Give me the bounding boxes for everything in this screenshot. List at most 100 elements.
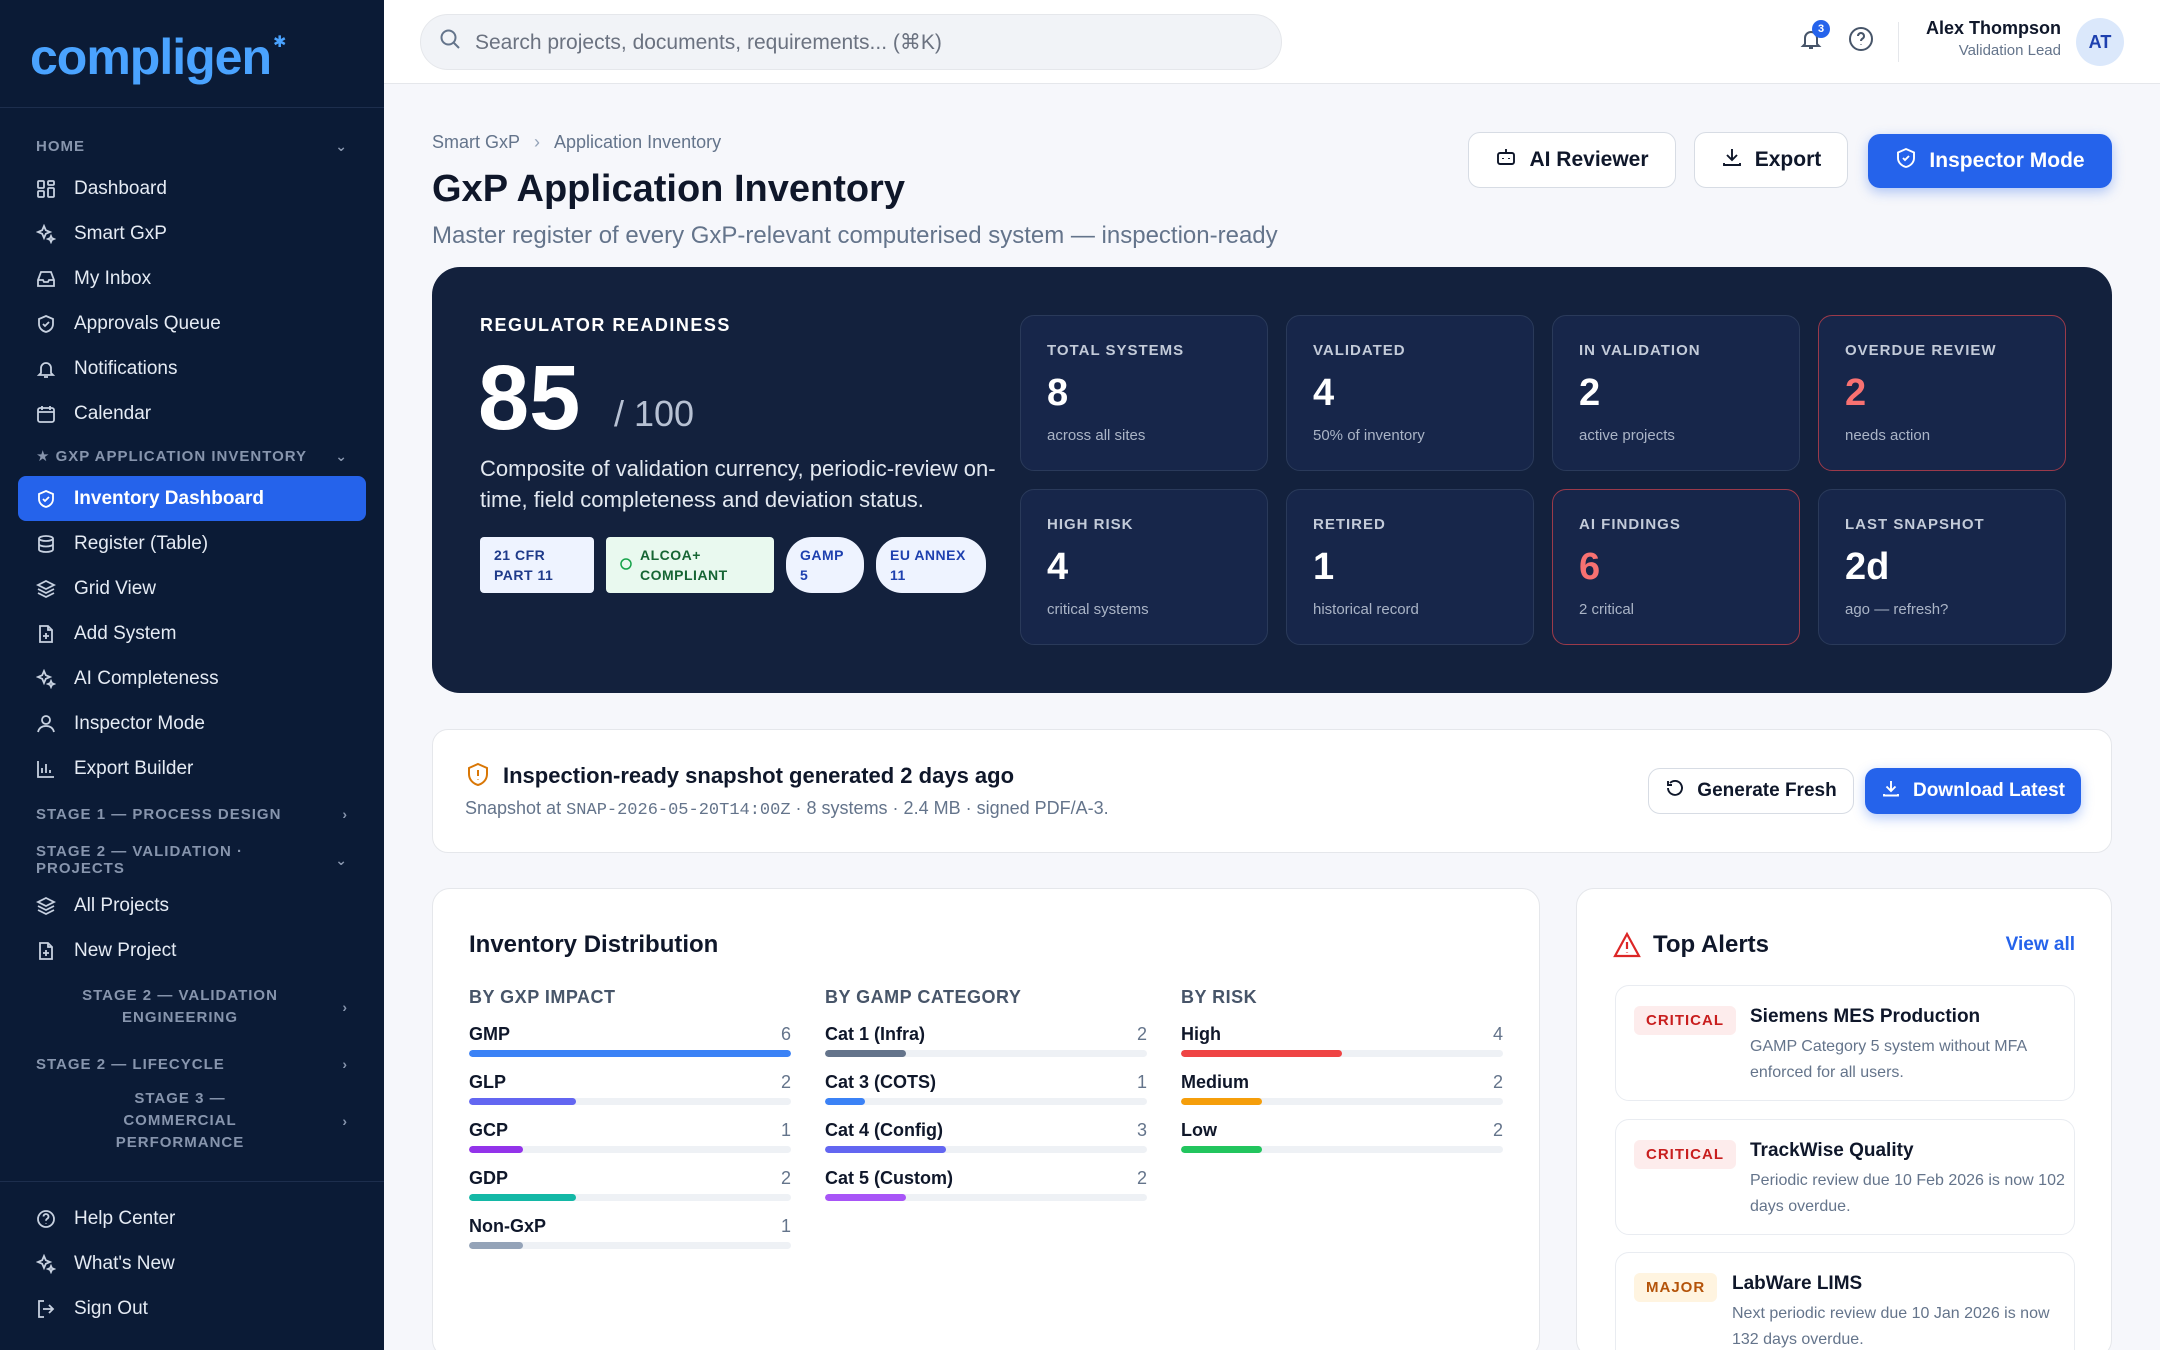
notifications-button[interactable]: 3 xyxy=(1796,20,1830,56)
row-label: GMP xyxy=(469,1024,511,1044)
sidebar-item-notifications[interactable]: Notifications xyxy=(0,346,384,391)
stat-last-snapshot[interactable]: LAST SNAPSHOT 2d ago — refresh? xyxy=(1818,489,2066,645)
breadcrumb-item[interactable]: Smart GxP xyxy=(432,132,521,152)
progress-track xyxy=(469,1050,791,1057)
stat-total-systems[interactable]: TOTAL SYSTEMS 8 across all sites xyxy=(1020,315,1268,471)
sidebar-item-whats-new[interactable]: What's New xyxy=(0,1241,384,1286)
chevron-right-icon: › xyxy=(342,1056,348,1072)
file-plus-icon xyxy=(36,624,56,644)
distribution-row[interactable]: Cat 5 (Custom) 2 xyxy=(825,1168,1147,1216)
sidebar-item-inspector-mode[interactable]: Inspector Mode xyxy=(0,701,384,746)
nav-section-stage-3[interactable]: STAGE 3 — COMMERCIAL PERFORMANCE › xyxy=(115,1090,348,1151)
sidebar-item-export-builder[interactable]: Export Builder xyxy=(0,746,384,791)
nav-section-stage-2-projects[interactable]: STAGE 2 — VALIDATION · PROJECTS ⌄ xyxy=(36,843,348,877)
nav-section-inventory[interactable]: ★ GXP APPLICATION INVENTORY ⌄ xyxy=(36,447,348,466)
sparkle-icon xyxy=(36,1253,56,1274)
sidebar-item-dashboard[interactable]: Dashboard xyxy=(0,166,384,211)
distribution-row[interactable]: GDP 2 xyxy=(469,1168,791,1216)
row-label: GDP xyxy=(469,1168,509,1188)
alert-description: GAMP Category 5 system without MFA enfor… xyxy=(1750,1038,2027,1081)
severity-badge: CRITICAL xyxy=(1634,1140,1736,1169)
help-circle-icon xyxy=(36,1209,56,1229)
row-count: 4 xyxy=(1492,1024,1503,1044)
readiness-max: / 100 xyxy=(614,393,695,434)
stat-in-validation[interactable]: IN VALIDATION 2 active projects xyxy=(1552,315,1800,471)
progress-fill xyxy=(825,1194,906,1201)
stat-overdue-review[interactable]: OVERDUE REVIEW 2 needs action xyxy=(1818,315,2066,471)
progress-fill xyxy=(825,1050,906,1057)
distribution-row[interactable]: GMP 6 xyxy=(469,1024,791,1072)
top-alerts-card: Top Alerts View all CRITICAL Siemens MES… xyxy=(1576,888,2112,1350)
export-button[interactable]: Export xyxy=(1694,132,1848,188)
stat-retired[interactable]: RETIRED 1 historical record xyxy=(1286,489,1534,645)
distribution-row[interactable]: GLP 2 xyxy=(469,1072,791,1120)
progress-track xyxy=(825,1050,1147,1057)
sidebar-item-ai-completeness[interactable]: AI Completeness xyxy=(0,656,384,701)
nav-section-stage-2-engineering[interactable]: STAGE 2 — VALIDATION ENGINEERING › xyxy=(82,987,348,1026)
progress-fill xyxy=(1181,1098,1262,1105)
sidebar-item-approvals-queue[interactable]: Approvals Queue xyxy=(0,301,384,346)
progress-track xyxy=(825,1146,1147,1153)
user-name[interactable]: Alex Thompson xyxy=(1925,18,2061,38)
distribution-row[interactable]: Non-GxP 1 xyxy=(469,1216,791,1264)
stat-high-risk[interactable]: HIGH RISK 4 critical systems xyxy=(1020,489,1268,645)
sidebar-item-help-center[interactable]: Help Center xyxy=(0,1196,384,1241)
sidebar-item-inventory-dashboard[interactable]: Inventory Dashboard xyxy=(18,476,366,521)
shield-check-icon xyxy=(36,489,56,509)
sidebar-item-new-project[interactable]: New Project xyxy=(0,928,384,973)
sidebar-item-grid-view[interactable]: Grid View xyxy=(0,566,384,611)
app-logo[interactable]: compligen ✱ xyxy=(0,0,384,108)
help-button[interactable] xyxy=(1846,26,1876,56)
download-latest-button[interactable]: Download Latest xyxy=(1865,768,2081,814)
readiness-description: Composite of validation currency, period… xyxy=(480,456,996,512)
row-label: Cat 5 (Custom) xyxy=(825,1168,954,1188)
inspector-mode-button[interactable]: Inspector Mode xyxy=(1868,134,2112,188)
progress-track xyxy=(1181,1098,1503,1105)
sidebar-item-sign-out[interactable]: Sign Out xyxy=(0,1286,384,1331)
ai-reviewer-button[interactable]: AI Reviewer xyxy=(1468,132,1676,188)
nav-section-home[interactable]: HOME ⌄ xyxy=(36,137,348,155)
sidebar-item-all-projects[interactable]: All Projects xyxy=(0,883,384,928)
download-icon xyxy=(1881,778,1901,804)
progress-track xyxy=(469,1146,791,1153)
sidebar-item-add-system[interactable]: Add System xyxy=(0,611,384,656)
chevron-right-icon: › xyxy=(534,132,541,152)
distribution-row[interactable]: Cat 1 (Infra) 2 xyxy=(825,1024,1147,1072)
distribution-column: BY RISK High 4 Medium 2 Low 2 xyxy=(1181,987,1503,1168)
sidebar-item-my-inbox[interactable]: My Inbox xyxy=(0,256,384,301)
alert-item[interactable]: MAJOR LabWare LIMS Next periodic review … xyxy=(1615,1252,2075,1350)
distribution-row[interactable]: Cat 4 (Config) 3 xyxy=(825,1120,1147,1168)
distribution-row[interactable]: GCP 1 xyxy=(469,1120,791,1168)
distribution-row[interactable]: Medium 2 xyxy=(1181,1072,1503,1120)
distribution-row[interactable]: High 4 xyxy=(1181,1024,1503,1072)
sidebar-item-calendar[interactable]: Calendar xyxy=(0,391,384,436)
stat-validated[interactable]: VALIDATED 4 50% of inventory xyxy=(1286,315,1534,471)
sidebar-item-label: Export Builder xyxy=(74,757,194,779)
sidebar-item-label: My Inbox xyxy=(74,267,152,289)
avatar[interactable]: AT xyxy=(2076,18,2124,66)
sidebar-item-register-table[interactable]: Register (Table) xyxy=(0,521,384,566)
chevron-right-icon: › xyxy=(342,1113,348,1129)
search-input[interactable]: Search projects, documents, requirements… xyxy=(420,14,1282,70)
sidebar-item-label: Calendar xyxy=(74,402,152,424)
sidebar-item-smart-gxp[interactable]: Smart GxP xyxy=(0,211,384,256)
view-all-link[interactable]: View all xyxy=(2005,934,2075,955)
sidebar-item-label: Inspector Mode xyxy=(74,712,205,734)
progress-track xyxy=(469,1242,791,1249)
stat-ai-findings[interactable]: AI FINDINGS 6 2 critical xyxy=(1552,489,1800,645)
file-plus-icon xyxy=(36,941,56,961)
column-heading: BY RISK xyxy=(1181,987,1258,1007)
nav-section-stage-2-lifecycle[interactable]: STAGE 2 — LIFECYCLE › xyxy=(36,1055,348,1073)
alert-item[interactable]: CRITICAL Siemens MES Production GAMP Cat… xyxy=(1615,985,2075,1101)
generate-fresh-button[interactable]: Generate Fresh xyxy=(1648,768,1854,814)
nav-section-stage-1[interactable]: STAGE 1 — PROCESS DESIGN › xyxy=(36,805,348,823)
robot-icon xyxy=(1495,146,1517,174)
distribution-row[interactable]: Cat 3 (COTS) 1 xyxy=(825,1072,1147,1120)
chevron-right-icon: › xyxy=(342,806,348,822)
alert-item[interactable]: CRITICAL TrackWise Quality Periodic revi… xyxy=(1615,1119,2075,1235)
distribution-column: BY GXP IMPACT GMP 6 GLP 2 GCP 1 GDP 2 Non-GxP 1 xyxy=(469,987,791,1264)
notification-count-badge: 3 xyxy=(1812,20,1830,38)
distribution-row[interactable]: Low 2 xyxy=(1181,1120,1503,1168)
row-count: 6 xyxy=(780,1024,791,1044)
sidebar-item-label: Help Center xyxy=(74,1207,176,1229)
